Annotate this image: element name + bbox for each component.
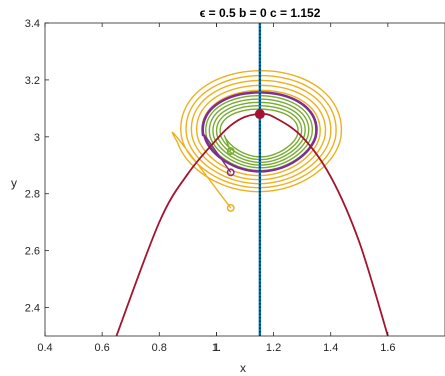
x-tick-label: 1: [213, 342, 219, 354]
x-tick-label: 0.4: [37, 342, 52, 354]
start-marker: [226, 168, 235, 177]
start-marker: [226, 147, 235, 155]
parabola-nullcline: [115, 113, 389, 336]
plot-marks: [115, 23, 389, 336]
x-tick-label: 1.: [212, 342, 221, 354]
x-tick-label: 1.2: [266, 342, 281, 354]
equilibrium-point: [254, 109, 265, 120]
x-tick-label: 0.6: [94, 342, 109, 354]
chart-title: ϵ = 0.5 b = 0 c = 1.152: [200, 6, 321, 20]
green-trajectory: [201, 91, 317, 172]
x-axis-label: x: [240, 361, 246, 375]
y-tick-label: 3.2: [25, 75, 40, 87]
x-tick-label: 1.6: [380, 342, 395, 354]
start-marker: [226, 204, 235, 212]
y-tick-label: 2.6: [25, 246, 40, 258]
x-tick-label: 0.8: [152, 342, 167, 354]
y-tick-label: 3: [34, 132, 40, 144]
y-axis-label: y: [11, 176, 17, 190]
y-tick-label: 3.4: [25, 18, 40, 30]
orange-trajectory: [171, 69, 343, 209]
plot-area: [44, 22, 445, 337]
y-tick-label: 2.8: [25, 189, 40, 201]
x-tick-label: 1.4: [323, 342, 338, 354]
y-tick-label: 2.4: [25, 303, 40, 315]
axis-ticks: 0.4 0.6 0.8 1 1.2 1.4 1.6 1. 2.4 2.6 2.8 3 3.2 3.4: [25, 18, 396, 354]
purple-trajectory: [201, 91, 318, 173]
